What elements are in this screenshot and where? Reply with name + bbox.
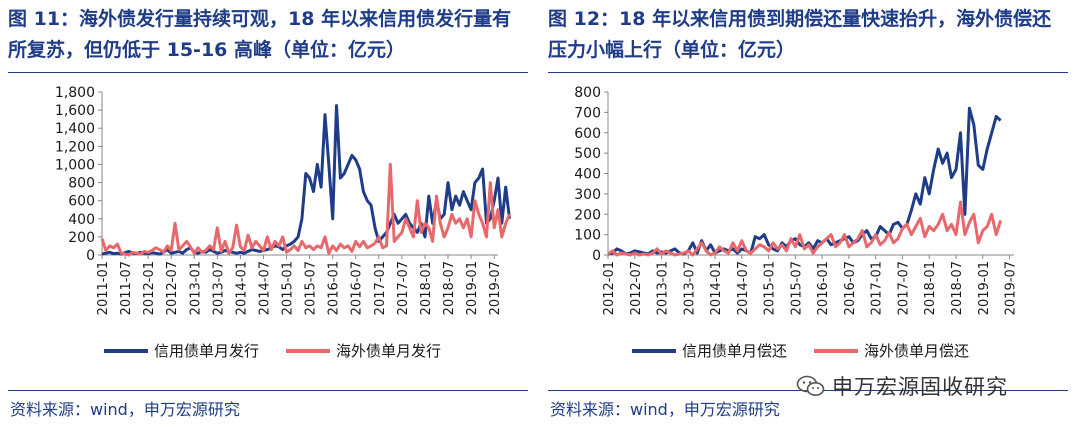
y-tick-label: 400 [68, 212, 95, 228]
y-tick-label: 1,200 [55, 139, 95, 155]
y-tick-label: 1,000 [55, 157, 95, 173]
y-tick-label: 500 [574, 146, 601, 162]
legend-item-overseas-issuance: 海外债单月发行 [286, 340, 441, 361]
chart-panel-repayment: 图 12：18 年以来信用债到期偿还量快速抬升，海外债偿还压力小幅上行（单位：亿… [548, 0, 1068, 434]
wechat-icon [796, 375, 825, 396]
x-tick-label: 2015-07 [304, 261, 319, 315]
x-tick-label: 2019-07 [1004, 261, 1019, 315]
legend-swatch-red [286, 348, 330, 353]
x-tick-label: 2019-01 [465, 261, 480, 315]
x-tick-label: 2016-07 [843, 261, 858, 315]
y-tick-label: 300 [574, 187, 601, 203]
series-line-credit [101, 104, 511, 256]
series-line-credit [607, 106, 1002, 256]
x-tick-label: 2014-01 [709, 261, 724, 315]
x-tick-label: 2012-07 [629, 261, 644, 315]
legend-label: 信用债单月发行 [154, 342, 260, 360]
y-tick-label: 600 [68, 194, 95, 210]
y-tick-label: 600 [574, 126, 601, 142]
series-line-overseas [100, 162, 511, 257]
chart-title: 图 12：18 年以来信用债到期偿还量快速抬升，海外债偿还压力小幅上行（单位：亿… [548, 8, 1052, 61]
legend-item-overseas-repayment: 海外债单月偿还 [814, 340, 969, 361]
x-tick-label: 2016-01 [816, 261, 831, 315]
title-divider [8, 72, 528, 73]
x-tick-label: 2018-07 [950, 261, 965, 315]
x-tick-label: 2018-01 [419, 261, 434, 315]
x-tick-label: 2013-01 [656, 261, 671, 315]
y-tick-label: 400 [574, 167, 601, 183]
x-tick-label: 2014-07 [257, 261, 272, 315]
watermark-text: 申万宏源固收研究 [832, 375, 1008, 399]
x-tick-label: 2015-01 [281, 261, 296, 315]
y-tick-label: 0 [86, 248, 95, 264]
x-tick-label: 2014-07 [736, 261, 751, 315]
source-note: 资料来源：wind，申万宏源研究 [10, 400, 240, 419]
y-tick-label: 100 [574, 228, 601, 244]
legend-swatch-red [814, 348, 858, 353]
chart-title: 图 11：海外债发行量持续可观，18 年以来信用债发行量有所复苏，但仍低于 15… [8, 8, 512, 61]
y-tick-label: 1,600 [55, 103, 95, 119]
x-tick-label: 2017-07 [896, 261, 911, 315]
legend-swatch-blue [632, 348, 676, 353]
source-divider [8, 390, 528, 391]
x-tick-label: 2012-01 [142, 261, 157, 315]
y-tick-label: 200 [68, 230, 95, 246]
issuance-line-chart: 0 200 400 600 800 1,000 1,200 1,400 1,600 1,800 20… [55, 85, 511, 315]
chart-panel-issuance: 图 11：海外债发行量持续可观，18 年以来信用债发行量有所复苏，但仍低于 15… [8, 0, 528, 434]
y-tick-label: 0 [592, 248, 601, 264]
x-tick-label: 2018-01 [923, 261, 938, 315]
legend-label: 海外债单月发行 [336, 342, 442, 360]
x-tick-label: 2012-07 [165, 261, 180, 315]
x-tick-label: 2019-01 [977, 261, 992, 315]
x-tick-label: 2013-01 [188, 261, 203, 315]
title-divider [548, 72, 1068, 73]
x-tick-label: 2018-07 [442, 261, 457, 315]
repayment-line-chart: 0 100 200 300 400 500 600 700 800 2012-01 2012-07 2… [574, 85, 1019, 315]
watermark: 申万宏源固收研究 [796, 371, 1008, 401]
legend-label: 信用债单月偿还 [682, 342, 788, 360]
x-tick-label: 2015-07 [789, 261, 804, 315]
x-tick-label: 2012-01 [602, 261, 617, 315]
x-tick-label: 2017-01 [870, 261, 885, 315]
y-tick-label: 1,800 [55, 85, 95, 101]
y-tick-label: 1,400 [55, 121, 95, 137]
legend-label: 海外债单月偿还 [864, 342, 970, 360]
x-tick-label: 2019-07 [488, 261, 503, 315]
chart-legend: 信用债单月偿还 海外债单月偿还 [548, 340, 1068, 364]
y-tick-label: 800 [574, 85, 601, 101]
x-tick-label: 2011-07 [119, 261, 134, 315]
x-tick-label: 2017-07 [396, 261, 411, 315]
x-tick-label: 2015-01 [763, 261, 778, 315]
x-tick-label: 2017-01 [373, 261, 388, 315]
x-tick-label: 2014-01 [234, 261, 249, 315]
x-tick-label: 2016-01 [327, 261, 342, 315]
x-tick-label: 2016-07 [350, 261, 365, 315]
y-tick-label: 800 [68, 176, 95, 192]
legend-item-credit-issuance: 信用债单月发行 [104, 340, 259, 361]
y-tick-label: 700 [574, 105, 601, 121]
y-tick-label: 200 [574, 207, 601, 223]
source-note: 资料来源：wind，申万宏源研究 [550, 400, 780, 419]
chart-legend: 信用债单月发行 海外债单月发行 [8, 340, 528, 364]
x-tick-label: 2011-01 [96, 261, 111, 315]
legend-swatch-blue [104, 348, 148, 353]
series-line-overseas [607, 200, 1003, 257]
legend-item-credit-repayment: 信用债单月偿还 [632, 340, 787, 361]
x-tick-label: 2013-07 [682, 261, 697, 315]
x-tick-label: 2013-07 [211, 261, 226, 315]
